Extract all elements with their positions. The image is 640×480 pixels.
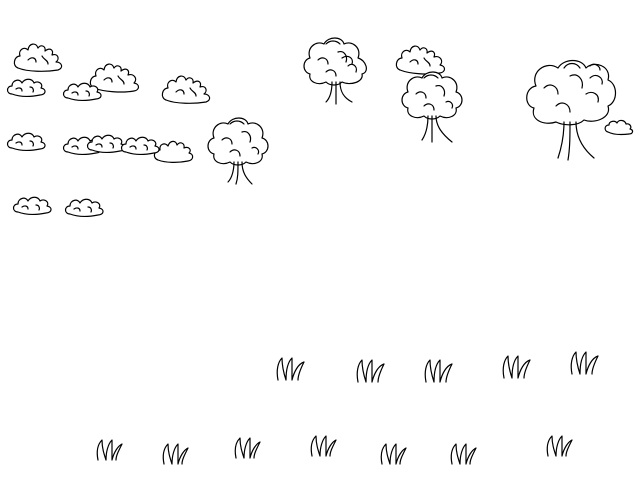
grass-tuft-icon[interactable] — [162, 443, 189, 465]
grass-tuft-icon[interactable] — [570, 351, 599, 375]
cloud-puff-icon[interactable] — [62, 82, 102, 101]
tree-icon[interactable] — [303, 37, 367, 105]
grass-tuft-icon[interactable] — [234, 437, 261, 459]
cloud-puff-icon[interactable] — [604, 119, 634, 136]
grass-tuft-icon[interactable] — [356, 359, 385, 383]
cloud-puff-icon[interactable] — [6, 78, 46, 97]
bush-icon[interactable] — [395, 45, 446, 75]
grass-tuft-icon[interactable] — [380, 443, 407, 465]
cloud-puff-icon[interactable] — [6, 132, 46, 151]
bush-icon[interactable] — [161, 75, 211, 104]
bush-icon[interactable] — [13, 43, 63, 72]
grass-tuft-icon[interactable] — [96, 439, 123, 461]
tree-icon[interactable] — [401, 71, 463, 143]
grass-tuft-icon[interactable] — [546, 435, 573, 457]
cloud-puff-icon[interactable] — [120, 136, 160, 155]
grass-tuft-icon[interactable] — [502, 355, 531, 379]
cloud-puff-icon[interactable] — [64, 198, 104, 217]
bush-icon[interactable] — [89, 63, 140, 93]
grass-tuft-icon[interactable] — [276, 357, 305, 381]
grass-tuft-icon[interactable] — [424, 359, 453, 383]
bush-icon[interactable] — [153, 140, 194, 163]
cloud-puff-icon[interactable] — [86, 134, 126, 153]
cloud-puff-icon[interactable] — [12, 196, 52, 215]
grass-tuft-icon[interactable] — [310, 435, 337, 457]
tree-icon[interactable] — [207, 117, 269, 185]
grass-tuft-icon[interactable] — [450, 443, 477, 465]
tree-icon[interactable] — [526, 59, 617, 161]
